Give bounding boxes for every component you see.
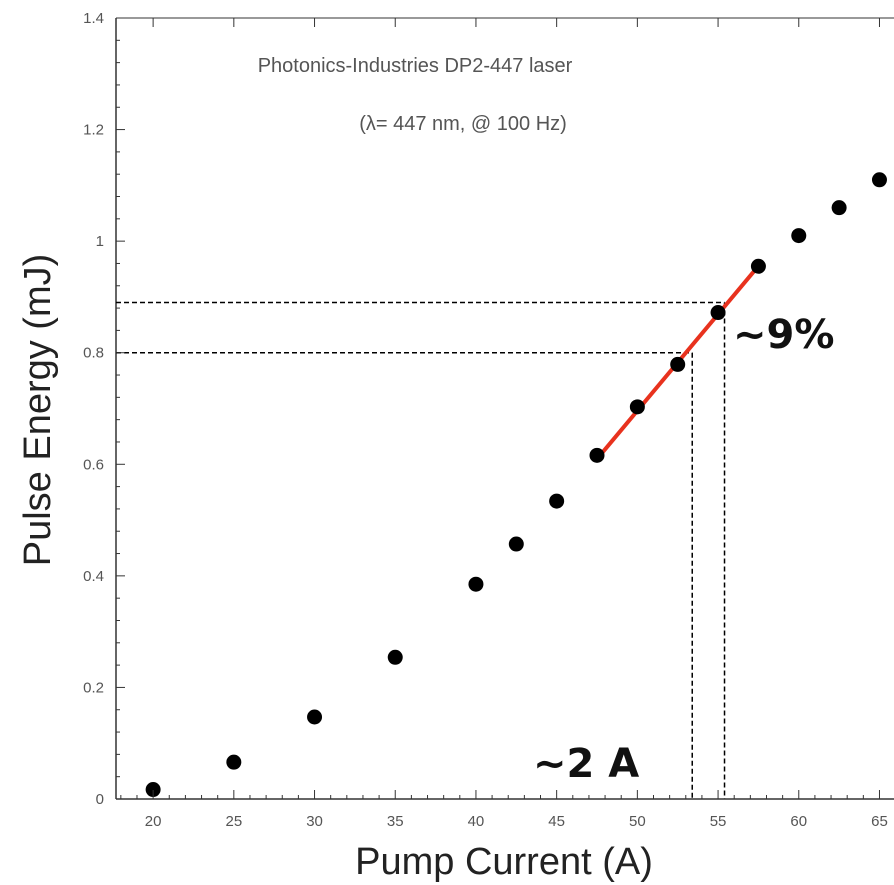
annotation-laser-name: Photonics-Industries DP2-447 laser bbox=[258, 55, 573, 77]
data-point bbox=[791, 228, 807, 244]
data-point bbox=[226, 754, 242, 770]
y-tick-label: 1 bbox=[96, 233, 104, 250]
dashed-guide-lines bbox=[116, 301, 726, 799]
x-tick-label: 55 bbox=[710, 813, 727, 830]
y-tick-label: 0.8 bbox=[83, 345, 104, 362]
current-callout: ~2 A bbox=[533, 741, 639, 787]
axis-ticks: 20 25 30 35 40 45 50 55 60 65 0 0.2 0.4 0.6 0.8 1 1.2 1.4 bbox=[83, 10, 888, 830]
y-tick-label: 0.6 bbox=[83, 456, 104, 473]
data-point bbox=[307, 709, 323, 725]
slope-callout: ~9% bbox=[733, 312, 834, 358]
data-point bbox=[831, 200, 847, 216]
y-tick-label: 0 bbox=[96, 791, 104, 808]
x-tick-label: 60 bbox=[790, 813, 807, 830]
data-point bbox=[508, 536, 524, 552]
x-tick-label: 35 bbox=[387, 813, 404, 830]
data-point bbox=[468, 576, 484, 592]
x-tick-label: 25 bbox=[225, 813, 242, 830]
data-point bbox=[629, 399, 645, 415]
data-point bbox=[387, 649, 403, 665]
plot-axes bbox=[115, 17, 894, 800]
y-tick-label: 1.4 bbox=[83, 10, 104, 27]
annotation-laser-params: (λ= 447 nm, @ 100 Hz) bbox=[359, 113, 567, 135]
x-tick-label: 20 bbox=[145, 813, 162, 830]
x-tick-label: 40 bbox=[468, 813, 485, 830]
data-point bbox=[145, 782, 161, 798]
x-tick-label: 65 bbox=[871, 813, 888, 830]
x-tick-label: 50 bbox=[629, 813, 646, 830]
x-tick-label: 45 bbox=[548, 813, 565, 830]
y-tick-label: 1.2 bbox=[83, 122, 104, 139]
data-point bbox=[710, 305, 726, 321]
data-point bbox=[670, 356, 686, 372]
data-point bbox=[871, 172, 887, 188]
y-tick-label: 0.2 bbox=[83, 679, 104, 696]
x-tick-label: 30 bbox=[306, 813, 323, 830]
data-point bbox=[750, 258, 766, 274]
data-point bbox=[549, 493, 565, 509]
y-tick-label: 0.4 bbox=[83, 568, 104, 585]
x-axis-title: Pump Current (A) bbox=[355, 841, 653, 883]
data-points bbox=[145, 172, 887, 798]
data-point bbox=[589, 447, 605, 463]
y-axis-title: Pulse Energy (mJ) bbox=[17, 254, 59, 567]
